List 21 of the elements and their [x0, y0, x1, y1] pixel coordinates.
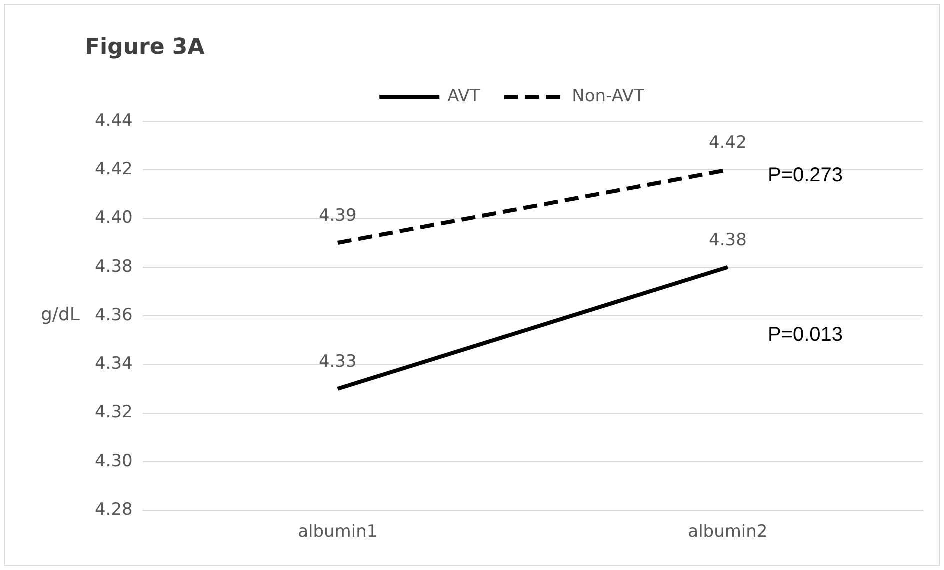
data-label: 4.42: [709, 132, 747, 153]
legend-label: AVT: [448, 86, 481, 106]
y-tick-label: 4.38: [94, 256, 133, 277]
data-label: 4.39: [318, 206, 357, 226]
y-tick-label: 4.34: [94, 354, 133, 374]
legend-label: Non-AVT: [572, 86, 645, 106]
y-tick-label: 4.44: [94, 110, 133, 131]
y-axis-title: g/dL: [41, 304, 80, 326]
y-tick-label: 4.42: [94, 159, 133, 180]
y-tick-label: 4.36: [94, 305, 133, 326]
x-tick-label: albumin1: [298, 522, 378, 542]
y-tick-label: 4.30: [94, 451, 133, 472]
y-tick-label: 4.40: [94, 208, 133, 228]
chart-title: Figure 3A: [85, 34, 205, 60]
data-label: 4.33: [318, 352, 357, 372]
x-tick-label: albumin2: [688, 522, 768, 542]
data-label: 4.38: [709, 230, 747, 250]
annotation: P=0.273: [768, 164, 844, 186]
y-tick-label: 4.28: [94, 500, 133, 520]
annotation: P=0.013: [768, 324, 844, 346]
y-tick-label: 4.32: [94, 402, 133, 423]
